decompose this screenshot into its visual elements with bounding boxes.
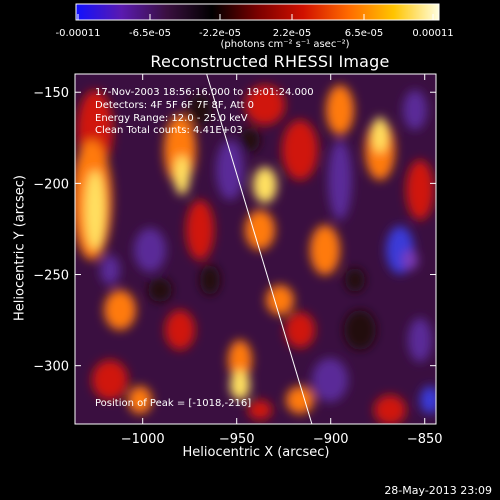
heatmap-blob [285, 312, 315, 348]
heatmap-blob [200, 265, 220, 295]
heatmap-blob [240, 128, 260, 152]
colorbar-tick-label: 6.5e-05 [344, 28, 384, 39]
heatmap-blob [420, 386, 436, 414]
colorbar-tick-label: 2.2e-05 [272, 28, 312, 39]
peak-position-label: Position of Peak = [-1018,-216] [95, 398, 252, 409]
heatmap-blob [374, 395, 406, 424]
x-tick-label: −950 [219, 432, 255, 447]
heatmap-blob [148, 278, 172, 302]
solar-limb-line [206, 74, 313, 424]
heatmap-blob [174, 155, 190, 195]
colorbar-tick-label: 0.00011 [412, 28, 454, 39]
heatmap-image [75, 85, 436, 424]
timestamp: 28-May-2013 23:09 [384, 484, 492, 497]
heatmap-blob [134, 228, 166, 272]
heatmap-blob [85, 170, 105, 250]
y-tick-label: −300 [33, 360, 69, 375]
x-tick-label: −900 [313, 432, 349, 447]
heatmap-blob [403, 90, 427, 130]
heatmap-blob [326, 85, 354, 135]
y-tick-label: −200 [33, 177, 69, 192]
y-axis-label: Heliocentric Y (arcsec) [12, 175, 28, 321]
heatmap-blob [104, 290, 136, 330]
heatmap-blob [310, 225, 340, 275]
heatmap-blob [216, 140, 244, 200]
heatmap-blob [328, 140, 352, 220]
heatmap-blob [286, 386, 314, 414]
heatmap-blob [230, 370, 250, 400]
heatmap-blob [344, 310, 376, 350]
heatmap-blob [406, 160, 434, 220]
heatmap-blob [245, 85, 285, 125]
colorbar-tick-label: -0.00011 [55, 28, 101, 39]
heatmap-blob [266, 285, 294, 315]
heatmap-blob [282, 120, 318, 180]
heatmap-blob [186, 200, 214, 260]
heatmap-blob [228, 340, 252, 380]
heatmap-blob [312, 358, 348, 402]
colorbar-tick-label: -6.5e-05 [129, 28, 171, 39]
plot-frame [74, 73, 437, 425]
heatmap-blob [165, 310, 195, 350]
detectors-label: Detectors: 4F 5F 6F 7F 8F, Att 0 [95, 100, 255, 111]
x-axis-label: Heliocentric X (arcsec) [182, 445, 330, 460]
chart-title: Reconstructed RHESSI Image [150, 52, 390, 71]
x-tick-label: −850 [407, 432, 443, 447]
heatmap-blob [248, 400, 272, 420]
heatmap-blob [372, 117, 388, 153]
heatmap-blob [345, 268, 365, 292]
y-tick-label: −150 [33, 86, 69, 101]
energy-range-label: Energy Range: 12.0 - 25.0 keV [95, 113, 248, 124]
heatmap-blob [92, 360, 128, 400]
colorbar-tick-label: -2.2e-05 [199, 28, 241, 39]
time-range-label: 17-Nov-2003 18:56:16.000 to 19:01:24.000 [95, 87, 314, 98]
heatmap-blob [253, 167, 277, 203]
heatmap-blob [402, 250, 418, 270]
heatmap-blob [408, 318, 432, 362]
heatmap-blob [188, 94, 212, 126]
heatmap-blob [100, 255, 120, 285]
colorbar-units: (photons cm⁻² s⁻¹ asec⁻²) [220, 39, 350, 50]
x-tick-label: −1000 [121, 432, 165, 447]
colorbar [75, 3, 440, 21]
heatmap-blob [128, 386, 152, 414]
y-tick-label: −250 [33, 269, 69, 284]
clean-counts-label: Clean Total counts: 4.41E+03 [95, 125, 243, 136]
heatmap-blob [245, 210, 275, 250]
